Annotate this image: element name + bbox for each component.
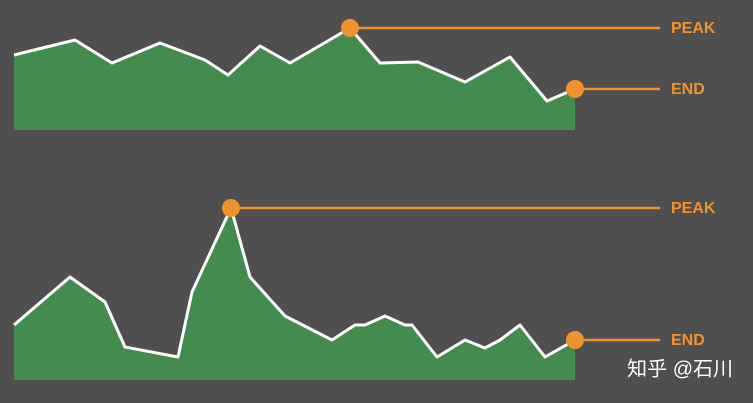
- annotation-label: END: [671, 81, 705, 98]
- annotation-label: END: [671, 332, 705, 349]
- line: [13, 206, 576, 359]
- annotation-dot: [341, 19, 359, 37]
- annotation-dot: [566, 331, 584, 349]
- annotation-dot: [222, 199, 240, 217]
- line: [13, 26, 576, 103]
- annotation-label: PEAK: [671, 200, 716, 217]
- area: [14, 28, 575, 130]
- annotation-label: PEAK: [671, 20, 716, 37]
- area: [14, 208, 575, 380]
- annotation-dot: [566, 80, 584, 98]
- watermark: 知乎 @石川: [627, 357, 733, 380]
